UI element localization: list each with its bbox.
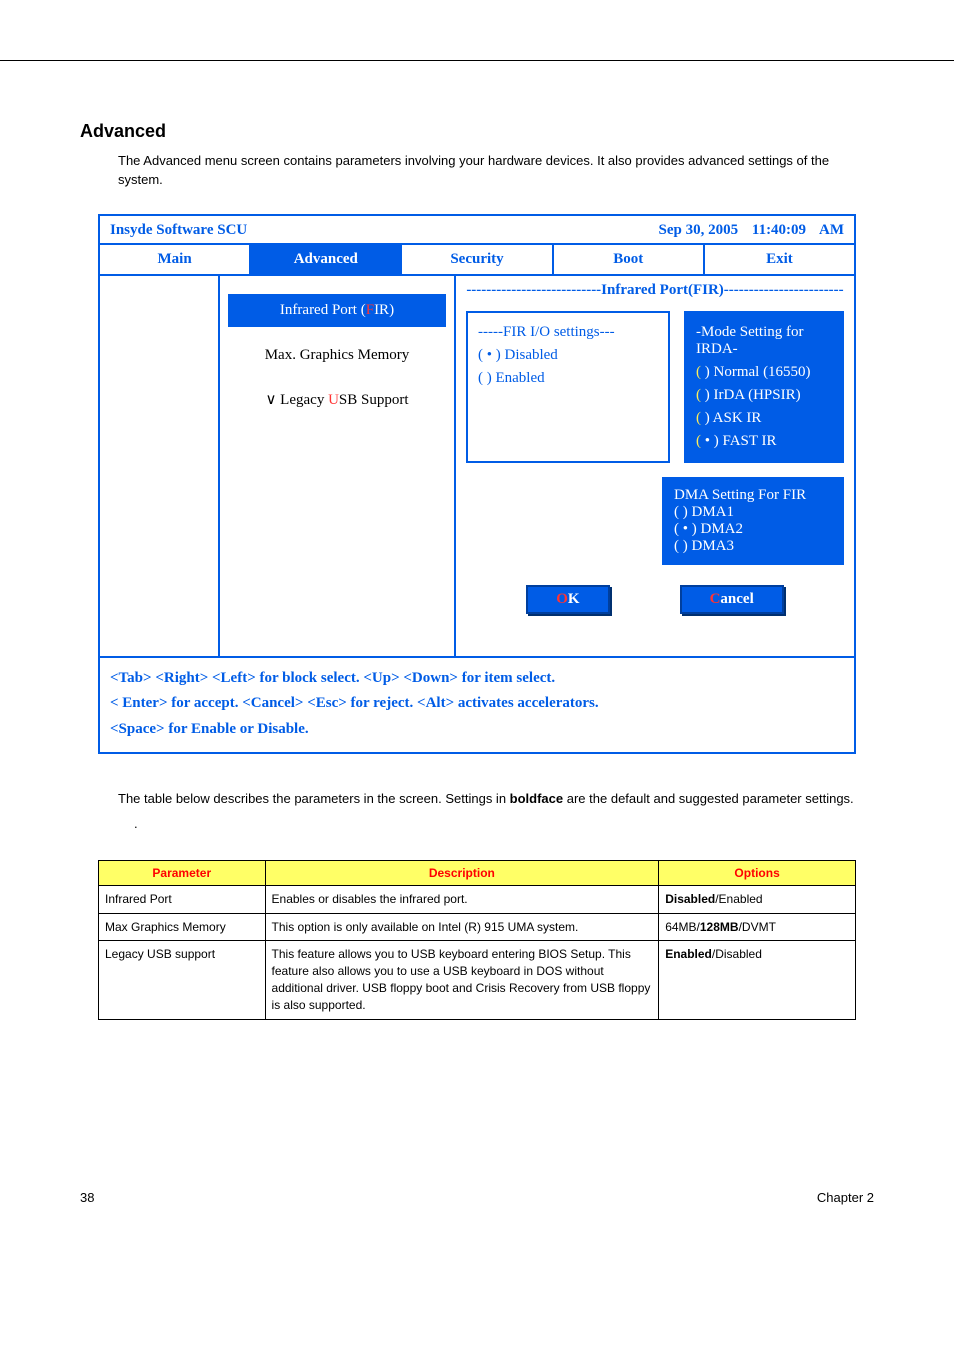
cancel-button[interactable]: Cancel [680,585,784,614]
mode-askir[interactable]: ( ) ASK IR [696,407,832,430]
mode-fastir[interactable]: ( • ) FAST IR [696,430,832,453]
bios-menubar: Main Advanced Security Boot Exit [100,243,854,276]
col-parameter: Parameter [99,860,266,885]
fir-io-panel: -----FIR I/O settings--- ( • ) Disabled … [466,311,670,463]
mode-setting-panel: -Mode Setting for IRDA- ( ) Normal (1655… [684,311,844,463]
dma3-option[interactable]: ( ) DMA3 [674,538,832,555]
item-legacy-usb[interactable]: ∨ Legacy USB Support [228,384,446,415]
dma1-option[interactable]: ( ) DMA1 [674,504,832,521]
detail-header: ---------------------------Infrared Port… [456,276,854,303]
chapter-label: Chapter 2 [817,1190,874,1205]
bios-title: Insyde Software SCU [110,222,247,239]
bios-detail-column: ---------------------------Infrared Port… [456,276,854,656]
intro-paragraph: The Advanced menu screen contains parame… [80,152,874,190]
mode-normal[interactable]: ( ) Normal (16550) [696,361,832,384]
item-infrared-port[interactable]: Infrared Port (FIR) [228,294,446,327]
bios-items-column: Infrared Port (FIR) Max. Graphics Memory… [220,276,456,656]
dma-setting-panel: DMA Setting For FIR ( ) DMA1 ( • ) DMA2 … [662,477,844,565]
dma2-option[interactable]: ( • ) DMA2 [674,521,832,538]
col-options: Options [659,860,856,885]
parameters-table: Parameter Description Options Infrared P… [98,860,856,1020]
section-heading: Advanced [80,121,874,142]
tab-boot[interactable]: Boot [554,245,705,274]
page-footer: 38 Chapter 2 [0,1050,954,1229]
item-max-graphics[interactable]: Max. Graphics Memory [228,341,446,370]
mode-irda[interactable]: ( ) IrDA (HPSIR) [696,384,832,407]
table-row: Infrared Port Enables or disables the in… [99,885,856,913]
bios-screenshot: Insyde Software SCU Sep 30, 2005 11:40:0… [98,214,856,755]
stray-dot: . [80,815,874,834]
col-description: Description [265,860,659,885]
table-row: Legacy USB support This feature allows y… [99,941,856,1019]
tab-main[interactable]: Main [100,245,251,274]
post-paragraph: The table below describes the parameters… [80,790,874,809]
bios-left-gutter [100,276,220,656]
page-number: 38 [80,1190,94,1205]
ok-button[interactable]: OK [526,585,609,614]
fir-disabled-option[interactable]: ( • ) Disabled [478,344,658,367]
bios-datetime: Sep 30, 2005 11:40:09 AM [659,222,844,239]
tab-advanced[interactable]: Advanced [251,245,402,274]
tab-exit[interactable]: Exit [705,245,854,274]
tab-security[interactable]: Security [402,245,553,274]
bios-help-text: <Tab> <Right> <Left> for block select. <… [100,656,854,753]
fir-enabled-option[interactable]: ( ) Enabled [478,367,658,390]
table-row: Max Graphics Memory This option is only … [99,913,856,941]
